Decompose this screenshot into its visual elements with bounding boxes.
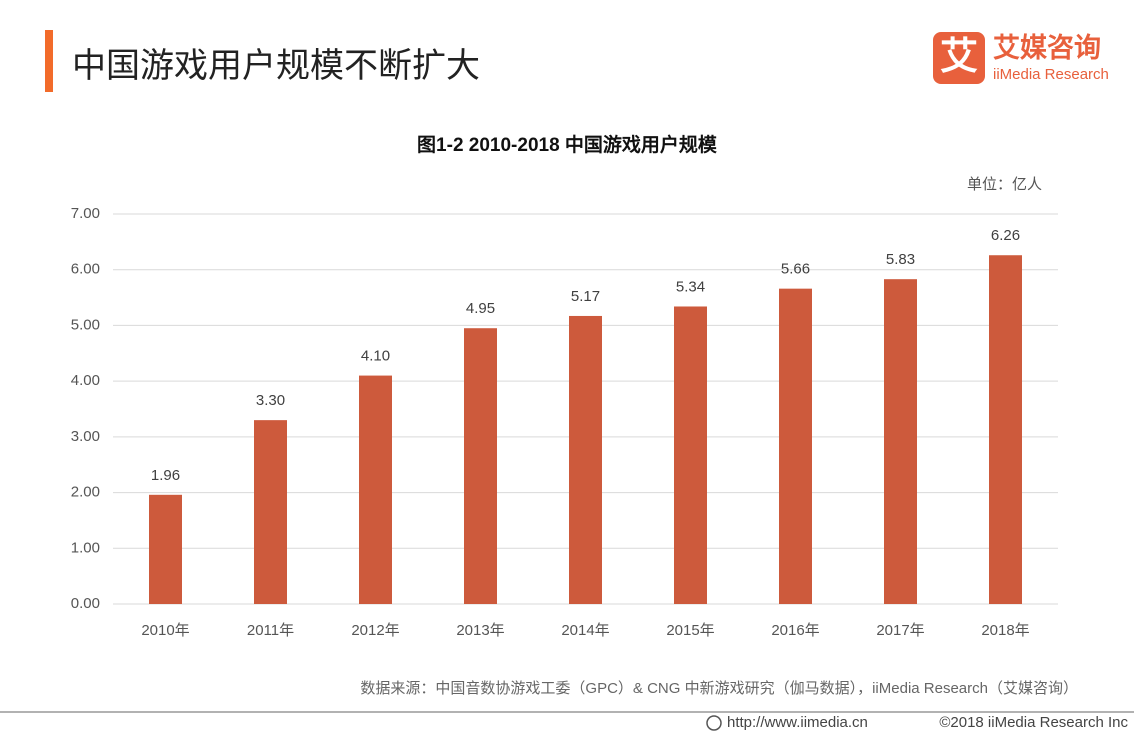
- y-tick-label: 2.00: [71, 484, 100, 501]
- bar: [884, 279, 917, 604]
- x-tick-label: 2015年: [666, 622, 714, 639]
- y-tick-label: 3.00: [71, 428, 100, 445]
- x-tick-label: 2018年: [981, 622, 1029, 639]
- value-label: 1.96: [151, 467, 180, 484]
- source-note: 数据来源：中国音数协游戏工委（GPC）& CNG 中新游戏研究（伽马数据），ii…: [360, 680, 1078, 697]
- y-tick-label: 6.00: [71, 261, 100, 278]
- footer-copyright: ©2018 iiMedia Research Inc: [939, 714, 1128, 731]
- globe-icon: [706, 715, 722, 731]
- x-tick-label: 2016年: [771, 622, 819, 639]
- value-label: 3.30: [256, 392, 285, 409]
- footer-url: http://www.iimedia.cn: [727, 714, 868, 731]
- logo-mark: 艾: [940, 36, 978, 78]
- x-tick-label: 2013年: [456, 622, 504, 639]
- y-tick-label: 4.00: [71, 372, 100, 389]
- bar: [569, 315, 602, 604]
- x-tick-label: 2017年: [876, 622, 924, 639]
- x-tick-label: 2012年: [351, 622, 399, 639]
- chart-title: 图1-2 2010-2018 中国游戏用户规模: [417, 133, 718, 156]
- value-label: 5.17: [571, 288, 600, 305]
- logo-box: [933, 32, 985, 84]
- bar: [149, 494, 182, 604]
- value-label: 5.34: [676, 278, 705, 295]
- value-label: 4.95: [466, 300, 495, 317]
- bar: [359, 375, 392, 604]
- bar: [989, 255, 1022, 604]
- value-label: 4.10: [361, 348, 390, 365]
- bar: [779, 288, 812, 604]
- bar: [254, 420, 287, 604]
- bar: [464, 328, 497, 604]
- header-accent: [45, 30, 53, 92]
- logo-sub: iiMedia Research: [993, 66, 1109, 83]
- unit-label: 单位：亿人: [967, 176, 1042, 193]
- y-tick-label: 7.00: [71, 205, 100, 222]
- y-tick-label: 1.00: [71, 539, 100, 556]
- bar: [674, 306, 707, 604]
- x-tick-label: 2014年: [561, 622, 609, 639]
- value-label: 5.66: [781, 261, 810, 278]
- value-label: 5.83: [886, 251, 915, 268]
- value-label: 6.26: [991, 227, 1020, 244]
- y-tick-label: 5.00: [71, 316, 100, 333]
- header-title: 中国游戏用户规模不断扩大: [72, 47, 480, 85]
- x-tick-label: 2010年: [141, 622, 189, 639]
- y-tick-label: 0.00: [71, 595, 100, 612]
- x-tick-label: 2011年: [247, 622, 294, 639]
- logo-name: 艾媒咨询: [993, 32, 1101, 63]
